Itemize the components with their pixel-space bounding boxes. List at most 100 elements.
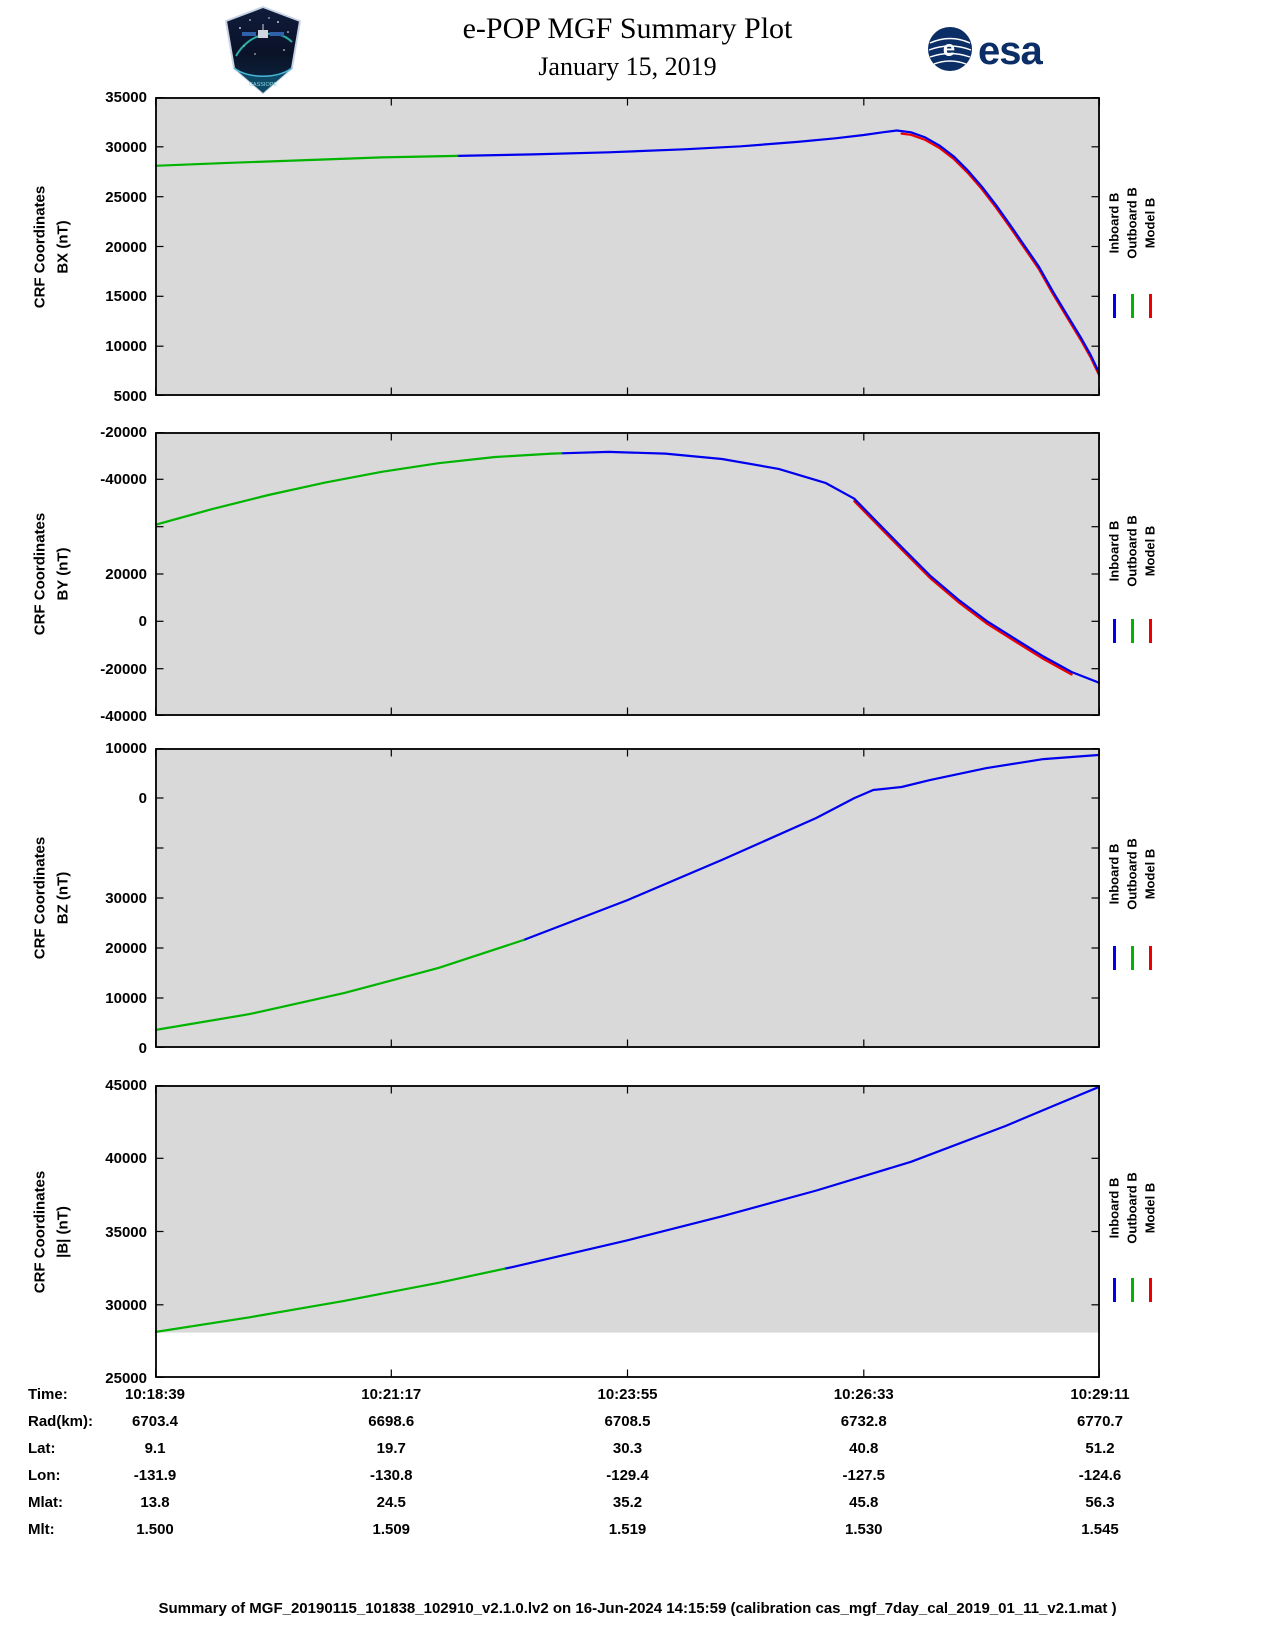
table-cell: 9.1	[144, 1440, 166, 1457]
summary-footer: Summary of MGF_20190115_101838_102910_v2…	[158, 1600, 1117, 1617]
curve-inboard	[522, 753, 1100, 942]
time-axis-label: 10:18:39	[124, 1386, 186, 1403]
legend-label: Outboard B	[1124, 838, 1140, 910]
esa-logo: e esa	[926, 22, 1046, 76]
curve-inboard	[560, 450, 1100, 685]
esa-wordmark: esa	[978, 29, 1043, 73]
y-axis-label-line1: CRF Coordinates	[31, 1170, 49, 1293]
esa-logo-svg: e esa	[928, 27, 1044, 73]
curve-outboard	[155, 154, 459, 167]
y-tick-label: -40000	[100, 471, 147, 489]
table-cell: 45.8	[849, 1494, 879, 1511]
y-tick-label: 15000	[105, 288, 147, 306]
esa-globe-icon: e	[928, 27, 972, 71]
legend-color-sample	[1130, 618, 1134, 643]
table-cell: -124.6	[1078, 1467, 1122, 1484]
time-axis-label: 10:21:17	[361, 1386, 422, 1403]
y-tick-label: 10000	[105, 990, 147, 1007]
table-row-label: Lat:	[28, 1440, 56, 1457]
patch-earth-limb	[234, 68, 292, 93]
table-cell: -127.5	[842, 1467, 886, 1484]
y-tick-label: -40000	[100, 708, 147, 725]
plot-background	[155, 1085, 1100, 1333]
table-cell: 1.519	[608, 1521, 647, 1538]
table-cell: 1.530	[844, 1521, 883, 1538]
legend-color-sample	[1130, 1278, 1134, 1303]
table-cell: -131.9	[133, 1467, 177, 1484]
curve-outboard	[155, 1267, 506, 1334]
legend-color-sample	[1112, 618, 1116, 643]
panel-plot-4	[155, 1085, 1100, 1378]
curve-model	[853, 500, 1073, 676]
legend-label: Model B	[1142, 848, 1158, 900]
table-cell: 1.509	[372, 1521, 411, 1538]
legend-color-sample	[1112, 294, 1116, 319]
legend-color-sample	[1130, 946, 1134, 970]
y-tick-label: 25000	[105, 188, 147, 206]
patch-mission-name: CASSIOPE	[249, 82, 277, 88]
time-axis-label: 10:26:33	[833, 1386, 894, 1403]
y-tick-label: 40000	[105, 1150, 147, 1168]
table-cell: 1.500	[136, 1521, 174, 1538]
panel-plot-3	[155, 748, 1100, 1048]
legend-color-sample	[1112, 946, 1116, 970]
table-row-label: Mlt:	[28, 1521, 55, 1538]
axis-ticks	[155, 432, 1100, 716]
curve-outboard	[155, 452, 563, 527]
axis-ticks	[155, 97, 1100, 396]
plot-background	[155, 432, 1100, 716]
y-tick-label: 10000	[105, 740, 147, 757]
legend-label: Inboard B	[1106, 520, 1122, 582]
y-tick-label: 0	[138, 1040, 147, 1057]
y-tick-label: 0	[138, 790, 147, 807]
table-row-label: Time:	[28, 1386, 68, 1403]
table-cell: 6698.6	[368, 1413, 415, 1430]
cassiope-patch-logo: CASSIOPE	[222, 6, 304, 94]
legend-color-sample	[1130, 294, 1134, 319]
panel-border	[155, 432, 1100, 716]
table-cell: 1.545	[1081, 1521, 1119, 1538]
cassiope-patch-svg: CASSIOPE	[225, 6, 301, 94]
legend-label: Inboard B	[1106, 1177, 1122, 1239]
legend-label: Outboard B	[1124, 1172, 1140, 1244]
table-cell: 56.3	[1085, 1494, 1115, 1511]
y-tick-label: 20000	[105, 566, 147, 583]
table-cell: 30.3	[612, 1440, 643, 1457]
legend-label: Outboard B	[1124, 186, 1140, 259]
panel-border	[155, 748, 1100, 1048]
y-tick-label: 30000	[105, 1296, 147, 1314]
legend-label: Model B	[1142, 525, 1158, 577]
y-tick-label: 10000	[105, 338, 147, 356]
curve-model	[900, 132, 1100, 379]
y-tick-label: 30000	[105, 138, 147, 156]
y-tick-label: -20000	[100, 424, 147, 441]
table-cell: 6703.4	[132, 1413, 178, 1430]
legend-color-sample	[1112, 1278, 1116, 1303]
y-tick-label: 25000	[105, 1370, 147, 1387]
patch-earth-glow	[233, 67, 293, 77]
table-cell: 6770.7	[1077, 1413, 1123, 1430]
table-cell: 51.2	[1085, 1440, 1115, 1457]
table-cell: 13.8	[140, 1494, 170, 1511]
y-tick-label: 45000	[105, 1077, 147, 1094]
y-axis-label-line1: CRF Coordinates	[31, 185, 49, 308]
legend-color-sample	[1148, 618, 1152, 643]
patch-satellite-icon	[242, 24, 284, 38]
y-tick-label: 35000	[105, 89, 147, 106]
legend-label: Model B	[1142, 197, 1158, 248]
table-cell: 6732.8	[840, 1413, 887, 1430]
plot-background	[155, 97, 1100, 396]
table-cell: 6708.5	[604, 1413, 651, 1430]
page-subtitle: January 15, 2019	[538, 52, 717, 81]
table-cell: 35.2	[612, 1494, 643, 1511]
legend-color-sample	[1148, 1278, 1152, 1303]
y-tick-label: 20000	[105, 940, 147, 957]
legend-label: Inboard B	[1106, 843, 1122, 905]
y-tick-label: 30000	[105, 890, 147, 907]
panel-plot-2	[155, 432, 1100, 716]
table-row-label: Lon:	[28, 1467, 61, 1484]
y-tick-label: -20000	[100, 660, 147, 678]
y-axis-label-line1: CRF Coordinates	[31, 836, 49, 960]
panel-border	[155, 1085, 1100, 1378]
